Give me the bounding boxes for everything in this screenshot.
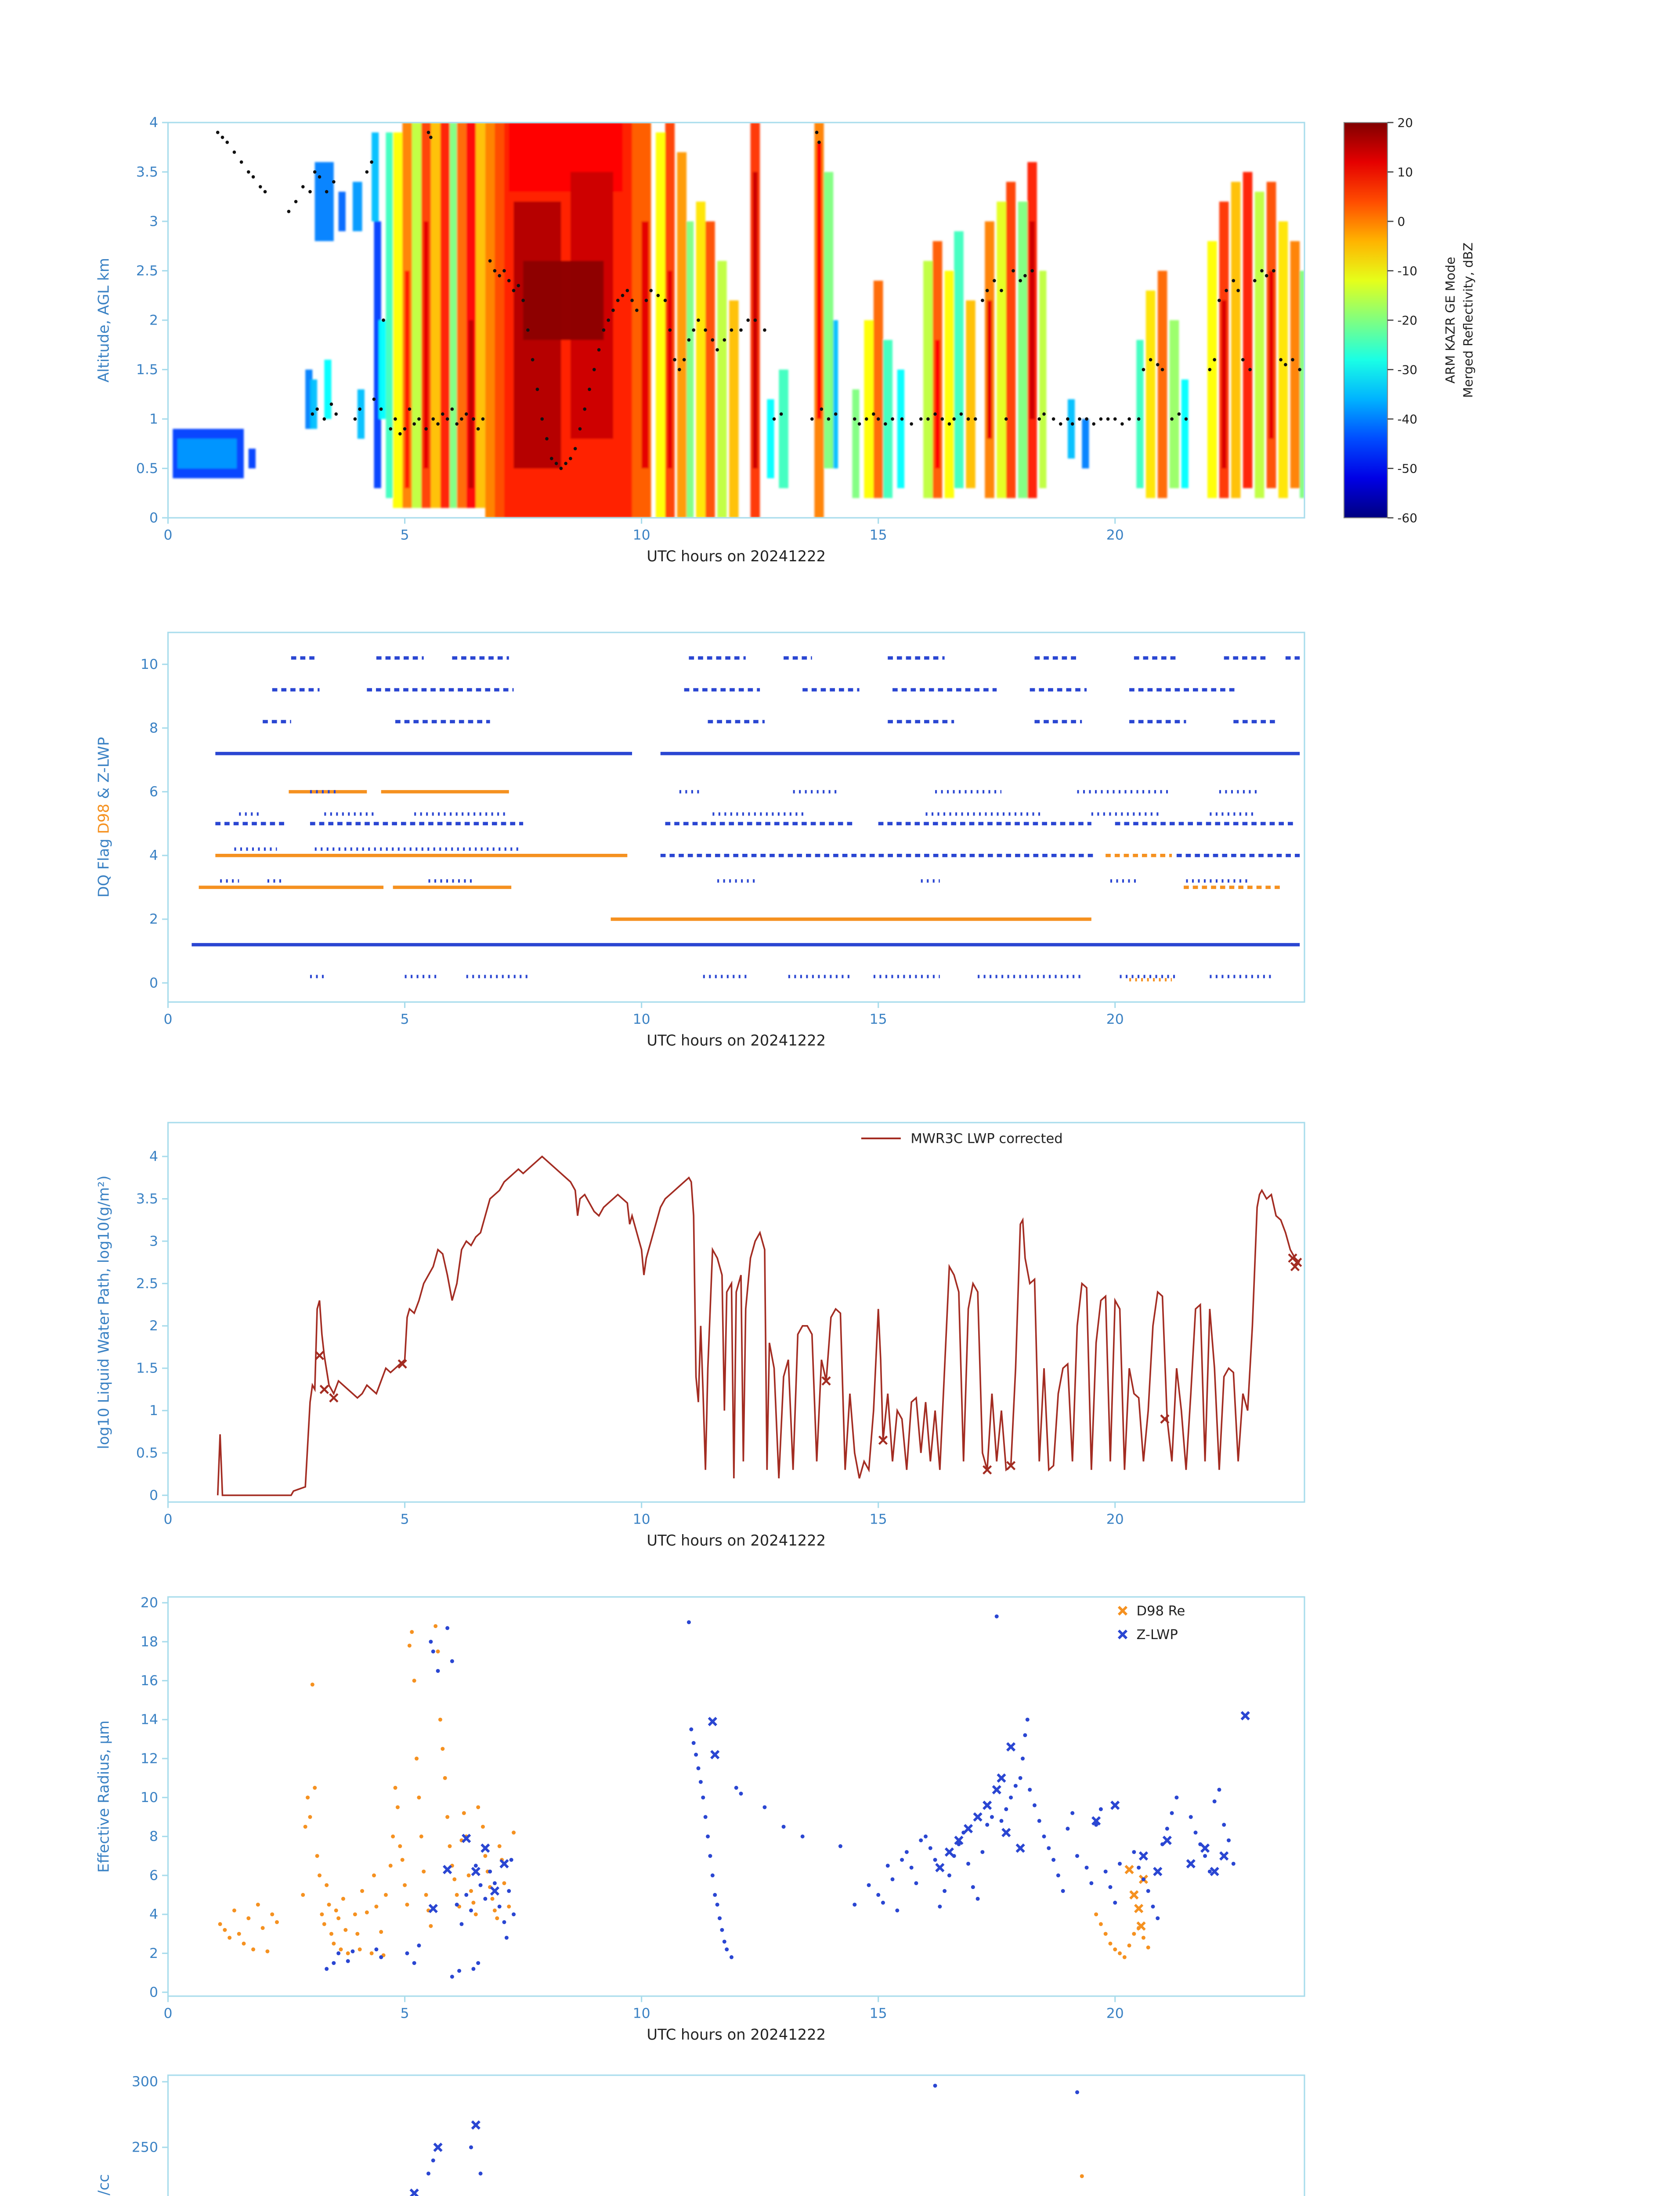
lwp-line [217,1155,1302,1496]
svg-text:4: 4 [149,1149,158,1164]
svg-text:3.5: 3.5 [136,1191,158,1207]
svg-text:15: 15 [870,1511,887,1527]
svg-text:18: 18 [141,1634,158,1650]
dq-flag-rows [191,656,1300,982]
svg-text:1: 1 [149,411,158,427]
svg-text:4: 4 [149,1907,158,1922]
svg-text:10: 10 [633,2005,650,2021]
reflectivity-cells [173,122,1304,518]
effective_radius-legend: D98 Re Z-LWP [1117,1604,1185,1643]
svg-text:D98 Re: D98 Re [1136,1604,1185,1619]
svg-text:10: 10 [633,1011,650,1027]
svg-text:2.5: 2.5 [136,1276,158,1292]
svg-text:0: 0 [149,1984,158,2000]
svg-text:log10 Liquid Water Path, log10: log10 Liquid Water Path, log10(g/m²) [95,1175,112,1449]
svg-text:-60: -60 [1397,511,1417,525]
svg-text:20: 20 [1106,527,1124,543]
svg-text:1.5: 1.5 [136,1361,158,1376]
svg-text:10: 10 [141,1790,158,1806]
svg-text:4: 4 [149,115,158,130]
svg-text:20: 20 [141,1595,158,1611]
svg-text:Droplet Concentration, #/cc: Droplet Concentration, #/cc [95,2174,112,2196]
svg-text:10: 10 [1397,165,1413,179]
svg-text:10: 10 [633,1511,650,1527]
svg-text:-50: -50 [1397,461,1417,476]
svg-text:Merged Reflectivity, dBZ: Merged Reflectivity, dBZ [1460,242,1475,398]
svg-text:-10: -10 [1397,264,1417,278]
colorbar: 20 10 0 -10 -20 -30 -40 -50 -60 ARM KAZR GE Mode M… [1343,116,1475,525]
svg-text:8: 8 [149,720,158,736]
svg-text:0.5: 0.5 [136,1445,158,1461]
svg-text:0: 0 [163,2005,172,2021]
svg-text:14: 14 [141,1712,158,1728]
svg-text:-20: -20 [1397,313,1417,328]
svg-text:3: 3 [149,213,158,229]
svg-text:8: 8 [149,1829,158,1845]
svg-text:16: 16 [141,1673,158,1689]
svg-text:0: 0 [1397,214,1405,229]
svg-text:6: 6 [149,1867,158,1883]
svg-text:0: 0 [163,1011,172,1027]
cloud-base-dots [216,130,1302,470]
svg-text:20: 20 [1106,2005,1124,2021]
svg-text:UTC hours on 20241222: UTC hours on 20241222 [647,1032,826,1049]
svg-text:Altitude, AGL km: Altitude, AGL km [95,258,112,383]
svg-text:Effective Radius, μm: Effective Radius, μm [95,1720,112,1873]
svg-text:2.5: 2.5 [136,263,158,279]
svg-text:0.5: 0.5 [136,461,158,477]
svg-text:12: 12 [141,1751,158,1766]
svg-text:DQ Flag D98 & Z-LWP: DQ Flag D98 & Z-LWP [95,737,112,898]
svg-text:10: 10 [141,657,158,672]
panel-dq_flag: 0 5 10 15 20 UTC hours on 20241222 0 2 4 6 8 10 DQ F… [95,632,1305,1049]
svg-text:2: 2 [149,1318,158,1334]
svg-text:2: 2 [149,312,158,328]
svg-text:3.5: 3.5 [136,164,158,180]
svg-text:0: 0 [149,510,158,526]
svg-text:1: 1 [149,1403,158,1419]
svg-text:15: 15 [870,527,887,543]
svg-text:20: 20 [1106,1511,1124,1527]
svg-text:20: 20 [1106,1011,1124,1027]
svg-text:-40: -40 [1397,412,1417,426]
svg-text:4: 4 [149,848,158,863]
svg-text:0: 0 [163,527,172,543]
svg-text:20: 20 [1397,116,1413,130]
svg-text:10: 10 [633,527,650,543]
svg-text:UTC hours on 20241222: UTC hours on 20241222 [647,2026,826,2043]
svg-text:15: 15 [870,2005,887,2021]
svg-text:2: 2 [149,1946,158,1961]
svg-text:2: 2 [149,911,158,927]
svg-text:5: 5 [401,1011,409,1027]
svg-text:0: 0 [149,975,158,991]
svg-text:0: 0 [149,1488,158,1503]
svg-text:250: 250 [132,2140,158,2156]
svg-text:UTC hours on 20241222: UTC hours on 20241222 [647,1532,826,1549]
effective_radius-points [218,1614,1250,1979]
svg-text:ARM KAZR GE Mode: ARM KAZR GE Mode [1443,257,1458,384]
lwp-legend: MWR3C LWP corrected [861,1131,1063,1146]
svg-text:6: 6 [149,784,158,800]
svg-text:5: 5 [401,527,409,543]
droplet_concentration-points [409,2084,1084,2196]
svg-text:Z-LWP: Z-LWP [1136,1627,1178,1643]
svg-text:5: 5 [401,2005,409,2021]
svg-text:15: 15 [870,1011,887,1027]
panel-droplet_concentration: D98 NdZ-LWP Nd05101520UTC hours on 20241… [95,2074,1305,2196]
svg-text:3: 3 [149,1233,158,1249]
svg-text:-30: -30 [1397,362,1417,377]
svg-text:5: 5 [401,1511,409,1527]
svg-text:MWR3C LWP corrected: MWR3C LWP corrected [910,1131,1062,1146]
svg-text:UTC hours on 20241222: UTC hours on 20241222 [647,548,826,565]
svg-text:0: 0 [163,1511,172,1527]
svg-text:1.5: 1.5 [136,362,158,378]
svg-text:300: 300 [132,2074,158,2090]
